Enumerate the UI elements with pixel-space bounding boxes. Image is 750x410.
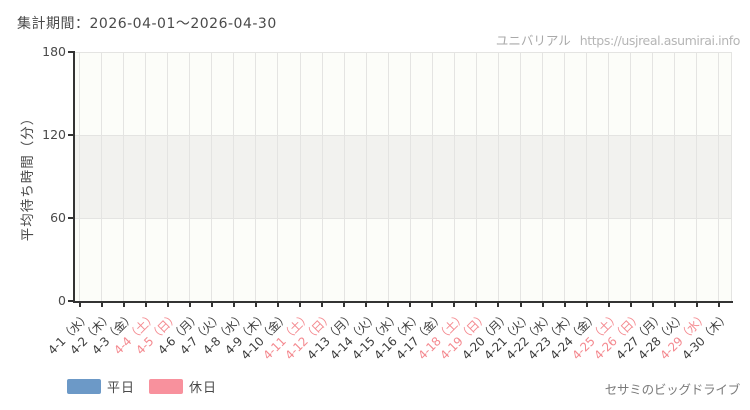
x-tick [78,301,81,307]
x-tick-label: 4-22（水） [503,309,557,363]
x-tick [122,301,125,307]
x-tick [343,301,346,307]
y-tick-label: 180 [42,44,66,59]
x-tick-label: 4-9（木） [221,309,270,358]
report-period: 集計期間：2026-04-01～2026-04-30 [17,16,277,32]
x-tick-label: 4-13（月） [304,309,358,363]
x-tick [497,301,500,307]
x-tick-label: 4-24（金） [547,309,601,363]
y-tick-label: 0 [58,293,66,308]
x-tick [541,301,544,307]
x-tick [717,301,720,307]
legend-swatch-holiday [149,379,184,394]
x-tick [144,301,147,307]
x-tick-label: 4-2（木） [67,309,116,358]
watermark: ユニバリアル https://usjreal.asumirai.info [495,30,741,49]
y-tick [68,134,75,136]
legend-swatch-weekday [67,379,101,394]
y-tick [68,300,75,302]
legend-label-weekday: 平日 [107,381,136,396]
x-tick-label: 4-28（火） [635,309,689,363]
x-tick-label: 4-3（金） [89,309,138,358]
x-tick [232,301,235,307]
x-tick [276,301,279,307]
x-tick-label: 4-25（土） [569,309,623,363]
x-axis-line [73,301,733,303]
x-tick [585,301,588,307]
y-tick [68,217,75,219]
x-tick [387,301,390,307]
x-tick-label: 4-7（火） [177,309,226,358]
x-tick-label: 4-4（土） [111,309,160,358]
x-tick [607,301,610,307]
x-tick-label: 4-27（月） [613,309,667,363]
plot-area [75,52,731,301]
y-tick [68,51,75,53]
x-tick-label: 4-10（金） [238,309,292,363]
x-tick [210,301,213,307]
x-tick-label: 4-19（日） [437,309,491,363]
x-tick-label: 4-12（日） [282,309,336,363]
x-tick-label: 4-16（木） [370,309,425,363]
x-tick [475,301,478,307]
attraction-name: セサミのビッグドライブ [604,382,741,397]
watermark-url-link[interactable]: https://usjreal.asumirai.info [579,33,741,48]
x-tick-label: 4-29（水） [657,309,711,363]
x-tick [299,301,301,307]
x-tick [188,301,191,307]
x-tick [431,301,434,307]
x-tick-label: 4-15（水） [348,309,403,363]
x-tick [519,301,522,307]
x-tick [673,301,676,307]
x-tick [365,301,368,307]
x-tick-label: 4-30（木） [679,309,733,363]
x-tick-label: 4-14（火） [326,309,380,363]
x-tick-label: 4-6（月） [155,309,204,358]
x-tick [100,301,103,307]
x-tick-label: 4-5（日） [133,309,182,358]
x-tick-label: 4-8（水） [199,309,248,358]
x-tick [321,301,324,307]
x-tick-label: 4-23（木） [525,309,579,363]
x-tick-label: 4-26（日） [591,309,645,363]
x-tick-label: 4-11（土） [260,309,314,363]
x-tick [453,301,456,307]
x-tick [409,301,412,307]
x-tick-label: 4-1（水） [45,309,94,358]
legend-label-holiday: 休日 [189,381,218,396]
x-tick [254,301,257,307]
watermark-brand: ユニバリアル [495,33,571,48]
x-tick [166,301,169,307]
v-gridline [731,52,732,301]
x-tick-label: 4-21（火） [481,309,535,363]
legend: 平日 休日 [67,377,231,396]
x-tick [629,301,632,307]
x-tick [563,301,566,307]
x-tick-label: 4-20（月） [459,309,513,363]
x-tick-label: 4-18（土） [415,309,469,363]
x-tick [695,301,698,307]
x-tick-label: 4-17（金） [392,309,447,363]
y-axis-title: 平均待ち時間（分） [20,110,36,242]
x-tick [651,301,654,307]
